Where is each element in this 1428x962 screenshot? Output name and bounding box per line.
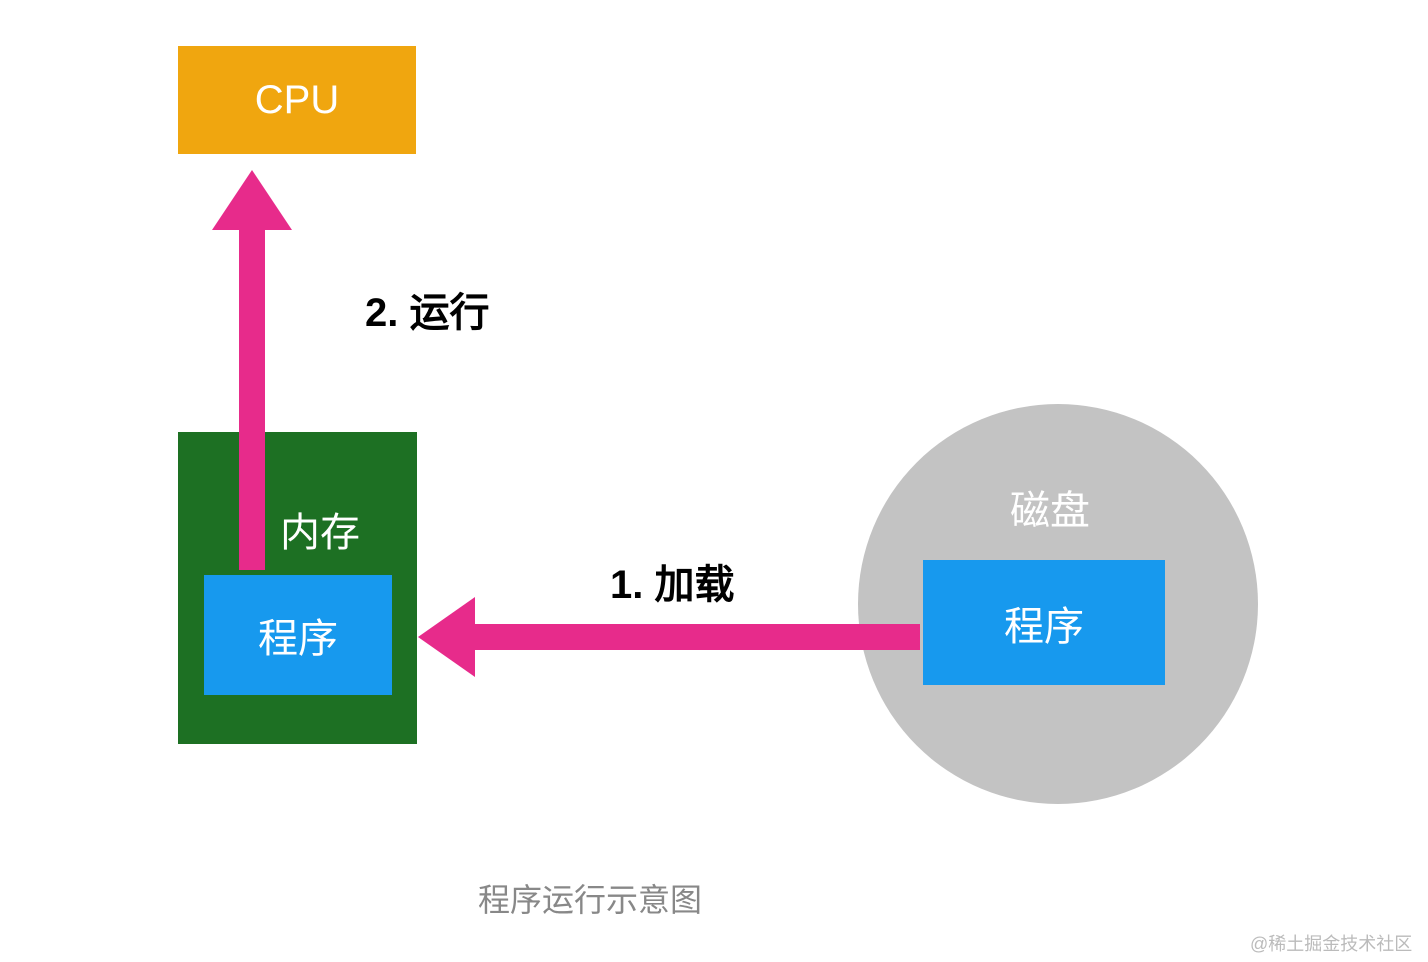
disk-label: 磁盘: [1010, 478, 1090, 536]
cpu-box: CPU: [178, 46, 416, 154]
watermark-text: @稀土掘金技术社区: [1250, 930, 1412, 956]
run-arrow-label: 2. 运行: [365, 280, 489, 338]
diagram-caption: 程序运行示意图: [478, 875, 702, 921]
program-in-memory-box: 程序: [204, 575, 392, 695]
load-arrow-label: 1. 加载: [610, 552, 734, 610]
memory-label: 内存: [280, 500, 360, 558]
program-on-disk-box: 程序: [923, 560, 1165, 685]
